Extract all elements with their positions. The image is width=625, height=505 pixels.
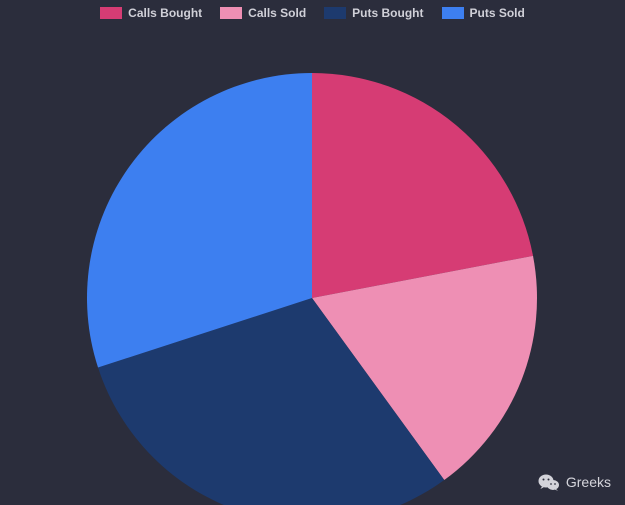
- pie-chart-region: [0, 30, 625, 505]
- wechat-icon: [538, 473, 560, 491]
- legend-swatch: [220, 7, 242, 19]
- watermark: Greeks: [538, 473, 611, 491]
- legend-item[interactable]: Puts Sold: [442, 6, 525, 20]
- legend-item[interactable]: Calls Sold: [220, 6, 306, 20]
- legend-swatch: [100, 7, 122, 19]
- legend-item[interactable]: Calls Bought: [100, 6, 202, 20]
- legend-swatch: [442, 7, 464, 19]
- legend-swatch: [324, 7, 346, 19]
- legend-item[interactable]: Puts Bought: [324, 6, 423, 20]
- watermark-label: Greeks: [566, 474, 611, 490]
- chart-legend: Calls Bought Calls Sold Puts Bought Puts So…: [0, 6, 625, 20]
- legend-label: Puts Bought: [352, 6, 423, 20]
- legend-label: Puts Sold: [470, 6, 525, 20]
- pie-chart: [0, 30, 625, 505]
- legend-label: Calls Sold: [248, 6, 306, 20]
- legend-label: Calls Bought: [128, 6, 202, 20]
